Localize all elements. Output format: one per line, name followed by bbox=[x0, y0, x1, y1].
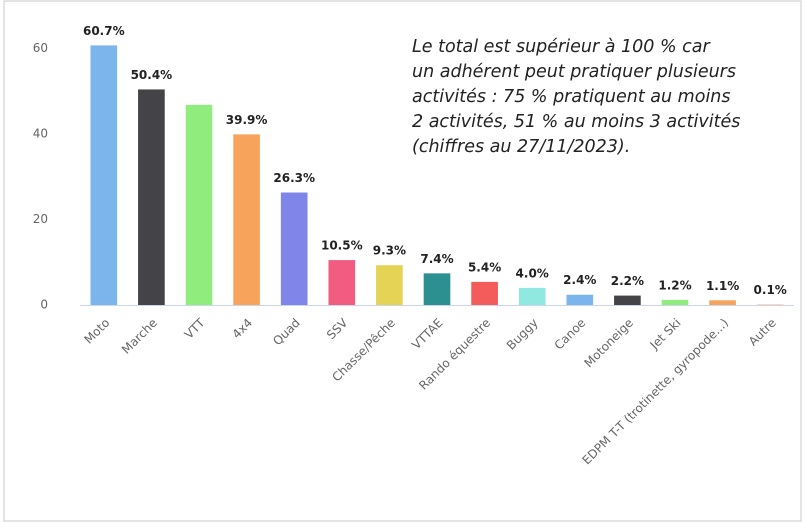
data-label: 7.4% bbox=[420, 252, 453, 266]
annotation: 2 activités, 51 % au moins 3 activités bbox=[412, 112, 740, 132]
bar bbox=[471, 281, 498, 305]
data-label: 50.4% bbox=[131, 68, 173, 82]
data-label: 1.2% bbox=[658, 278, 691, 292]
data-label: 26.3% bbox=[273, 171, 315, 185]
data-label: 60.7% bbox=[83, 24, 125, 38]
bar bbox=[376, 265, 403, 305]
frame bbox=[3, 0, 802, 522]
bar bbox=[423, 273, 451, 305]
data-label: 2.2% bbox=[611, 274, 644, 288]
y-tick-label: 40 bbox=[33, 126, 48, 140]
bar bbox=[233, 134, 260, 305]
bar bbox=[614, 295, 641, 305]
data-label: 4.0% bbox=[516, 266, 549, 280]
annotation: activités : 75 % pratiquent au moins bbox=[412, 87, 731, 107]
data-label: 10.5% bbox=[321, 239, 363, 253]
data-label: 1.1% bbox=[706, 279, 739, 293]
bar bbox=[185, 104, 213, 305]
bar bbox=[328, 260, 356, 305]
bar bbox=[90, 45, 118, 305]
bar bbox=[280, 192, 308, 305]
bar bbox=[709, 300, 736, 305]
data-label: 5.4% bbox=[468, 260, 501, 274]
annotation: un adhérent peut pratiquer plusieurs bbox=[412, 62, 736, 82]
annotation: (chiffres au 27/11/2023). bbox=[412, 137, 630, 157]
data-label: 9.3% bbox=[373, 244, 406, 258]
y-tick-label: 0 bbox=[40, 298, 48, 312]
y-tick-label: 60 bbox=[33, 41, 48, 55]
data-label: 0.1% bbox=[754, 283, 787, 297]
y-tick-label: 20 bbox=[33, 212, 48, 226]
bar bbox=[566, 294, 594, 305]
annotation: Le total est supérieur à 100 % car bbox=[412, 37, 712, 57]
bar bbox=[661, 299, 689, 305]
data-label: 2.4% bbox=[563, 273, 596, 287]
data-label: 39.9% bbox=[226, 113, 268, 127]
bar bbox=[138, 89, 165, 305]
bar bbox=[518, 287, 546, 305]
